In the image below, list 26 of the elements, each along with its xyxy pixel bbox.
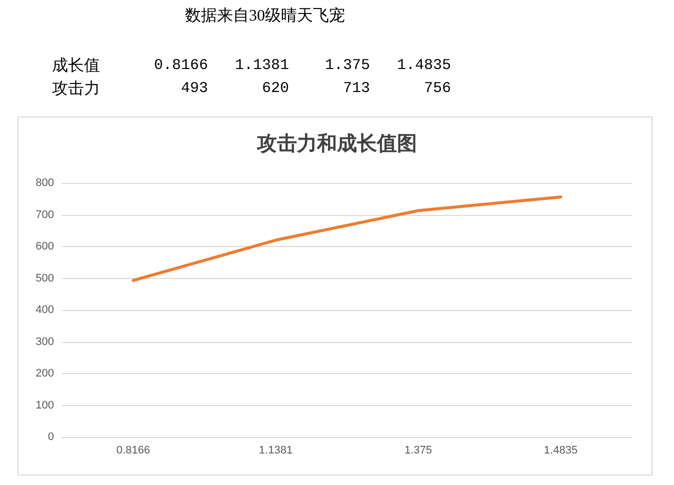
x-tick-label: 1.4835 [544,444,578,456]
text: 493 [180,80,208,97]
category-label: 1.375 [324,57,370,74]
chart-title: 攻击力和成长值图 [256,131,417,155]
category-label: 0.8166 [154,57,208,74]
text: 成长值 [52,56,100,74]
text: 713 [342,80,370,97]
y-tick-label: 700 [36,208,54,221]
y-tick-label: 200 [36,368,54,380]
y-tick-label: 400 [36,304,54,316]
category-label: 1.1381 [234,57,289,74]
category-label: 1.4835 [396,57,451,74]
text: 620 [262,80,289,97]
x-tick-label: 0.8166 [116,444,150,456]
text: 756 [424,80,451,97]
y-tick-label: 300 [36,336,54,348]
text: 数据来自30级晴天飞宠 [185,6,345,24]
y-tick-label: 600 [36,240,54,252]
y-tick-label: 500 [36,272,54,284]
y-tick-label: 0 [48,431,54,443]
x-tick-label: 1.375 [404,444,432,456]
y-tick-label: 800 [36,177,54,189]
line-series [132,195,562,282]
text: 攻击力 [52,80,100,98]
y-tick-label: 100 [36,399,54,412]
x-tick-label: 1.1381 [258,444,293,456]
